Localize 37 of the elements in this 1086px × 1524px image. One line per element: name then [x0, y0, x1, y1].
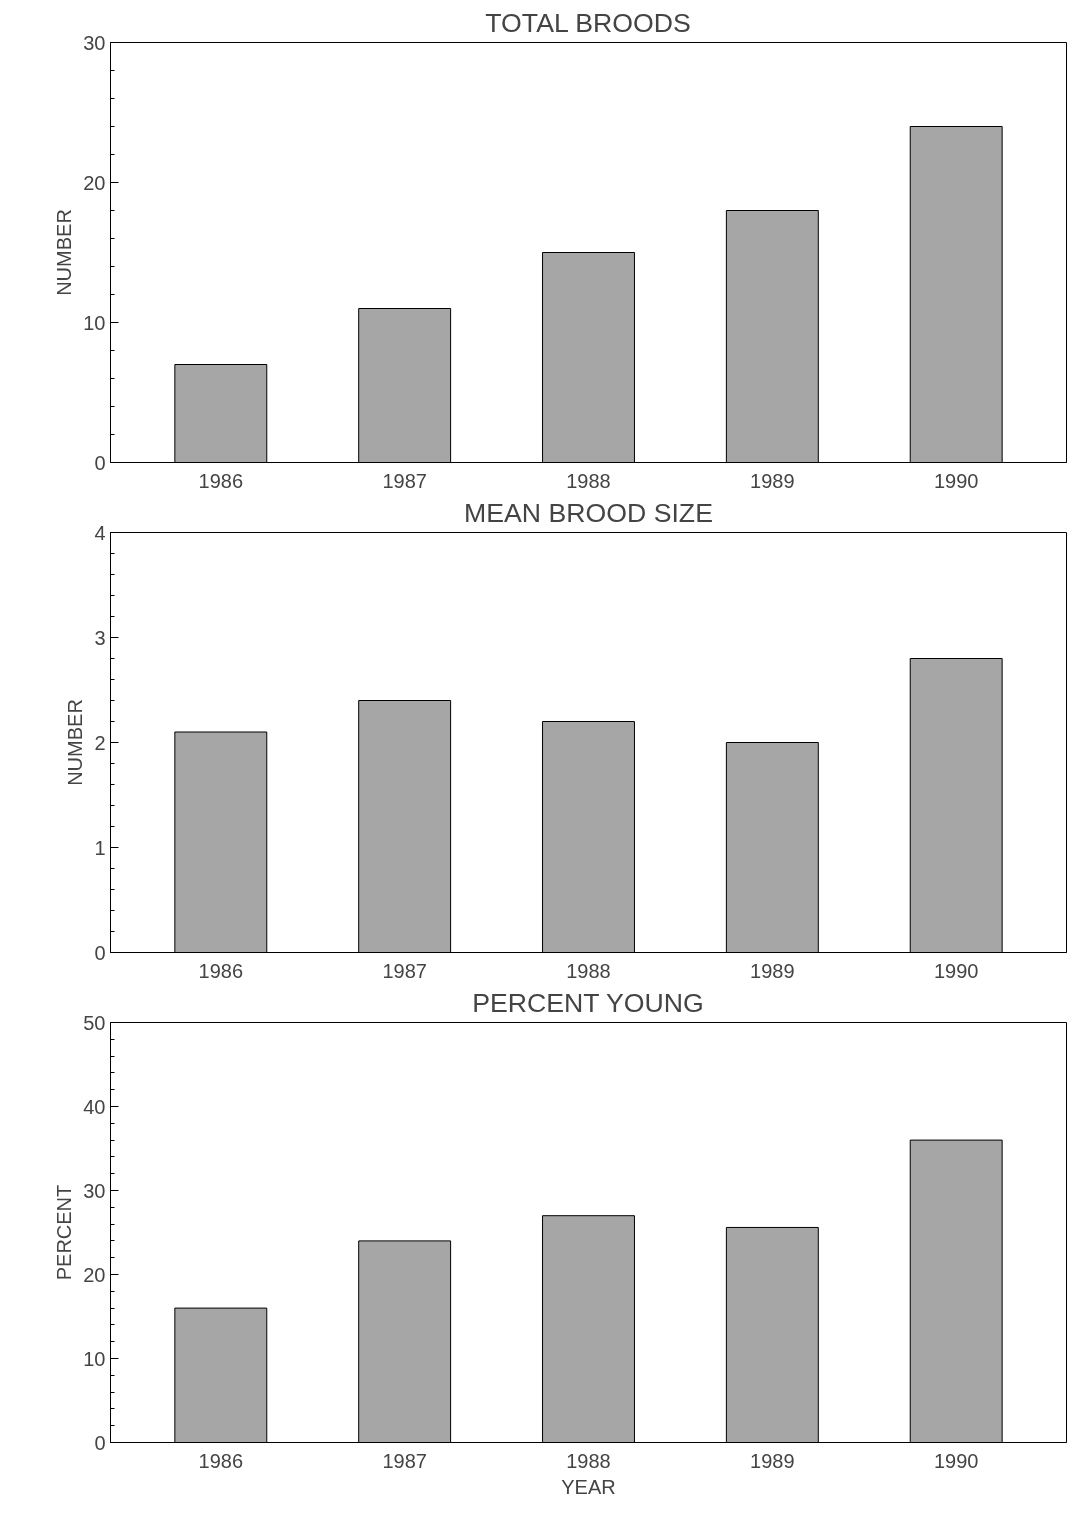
y-axis-title: NUMBER [53, 209, 76, 296]
x-tick-label: 1988 [566, 469, 611, 492]
y-tick-label: 10 [83, 1347, 106, 1370]
x-tick-label: 1986 [198, 959, 244, 982]
y-tick-label: 20 [83, 171, 106, 194]
x-tick-label: 1988 [566, 959, 611, 982]
y-tick-label: 0 [94, 941, 106, 964]
y-tick-label: 1 [94, 836, 106, 859]
y-tick-label: 30 [83, 31, 106, 54]
x-tick-label: 1987 [382, 1449, 427, 1472]
y-axis-title: NUMBER [64, 699, 87, 786]
chart-title: PERCENT YOUNG [472, 987, 704, 1018]
x-tick-label: 1987 [382, 469, 427, 492]
y-tick-label: 0 [94, 1431, 106, 1454]
x-tick-label: 1989 [750, 1449, 795, 1472]
y-axis-title: PERCENT [53, 1184, 76, 1281]
x-tick-label: 1990 [933, 959, 979, 982]
chart-title: MEAN BROOD SIZE [464, 497, 713, 528]
x-tick-label: 1987 [382, 959, 427, 982]
y-tick-label: 4 [94, 521, 106, 544]
y-tick-label: 10 [83, 311, 106, 334]
x-tick-label: 1990 [933, 469, 979, 492]
x-tick-label: 1988 [566, 1449, 611, 1472]
x-tick-label: 1989 [750, 469, 795, 492]
x-tick-label: 1986 [198, 469, 244, 492]
y-tick-label: 30 [83, 1179, 106, 1202]
x-tick-label: 1989 [750, 959, 795, 982]
y-tick-label: 40 [83, 1095, 106, 1118]
y-tick-label: 0 [94, 451, 106, 474]
y-tick-label: 2 [94, 731, 106, 754]
y-tick-label: 20 [83, 1263, 106, 1286]
chart-title: TOTAL BROODS [485, 7, 691, 38]
x-tick-label: 1986 [198, 1449, 244, 1472]
y-tick-label: 3 [94, 626, 106, 649]
x-axis-title: YEAR [561, 1475, 616, 1498]
x-tick-label: 1990 [933, 1449, 979, 1472]
y-tick-label: 50 [83, 1011, 106, 1034]
